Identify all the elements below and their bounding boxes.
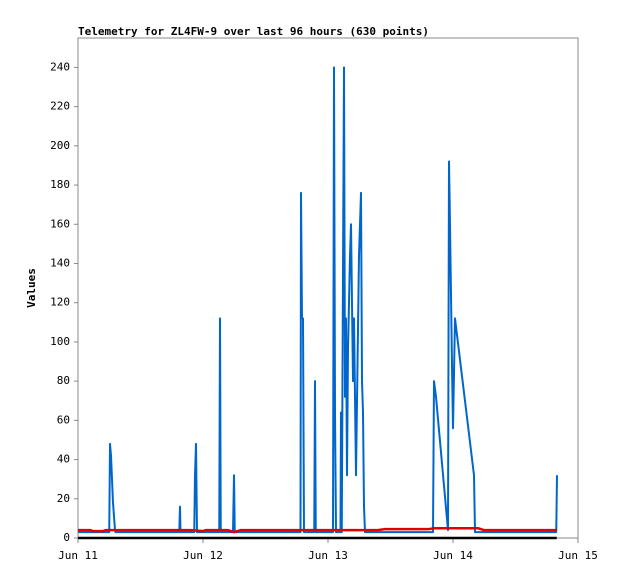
y-tick-label: 180 [50, 178, 70, 191]
y-axis-label: Values [25, 268, 38, 308]
series-line [78, 526, 557, 534]
y-tick-label: 240 [50, 60, 70, 73]
x-tick-label: Jun 12 [183, 549, 223, 562]
x-tick-label: Jun 14 [433, 549, 473, 562]
y-tick-label: 80 [57, 374, 70, 387]
y-tick-label: 120 [50, 296, 70, 309]
chart-title: Telemetry for ZL4FW-9 over last 96 hours… [78, 25, 429, 38]
y-tick-label: 40 [57, 453, 70, 466]
y-tick-label: 60 [57, 413, 70, 426]
y-tick-label: 160 [50, 217, 70, 230]
y-tick-label: 140 [50, 256, 70, 269]
x-tick-label: Jun 15 [558, 549, 598, 562]
y-tick-label: 20 [57, 492, 70, 505]
y-tick-label: 0 [63, 531, 70, 544]
x-tick-label: Jun 13 [308, 549, 348, 562]
x-tick-label: Jun 11 [58, 549, 98, 562]
y-tick-label: 220 [50, 100, 70, 113]
y-tick-label: 200 [50, 139, 70, 152]
series-line [78, 66, 558, 534]
y-tick-label: 100 [50, 335, 70, 348]
